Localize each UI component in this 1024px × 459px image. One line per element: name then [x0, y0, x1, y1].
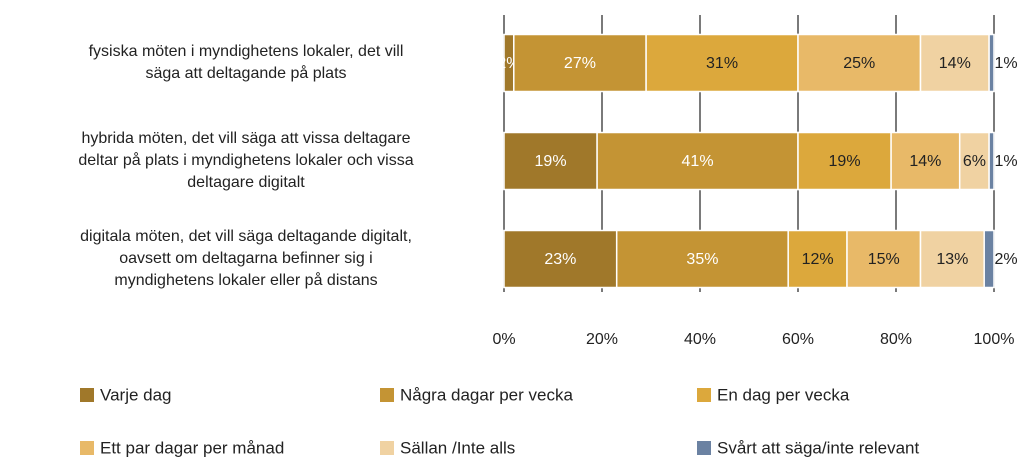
- legend-swatch: [697, 388, 711, 402]
- legend-label: Svårt att säga/inte relevant: [717, 438, 920, 457]
- bar-segment: [988, 33, 995, 93]
- x-tick-label: 80%: [880, 331, 912, 348]
- bar-segment: [615, 229, 789, 289]
- data-label: 23%: [544, 251, 576, 268]
- legend-label: Ett par dagar per månad: [100, 438, 284, 457]
- data-label: 27%: [564, 55, 596, 72]
- category-label: digitala möten, det vill säga deltagande…: [80, 228, 412, 289]
- bar-segment: [797, 131, 892, 191]
- bar-segment: [988, 131, 995, 191]
- data-label: 14%: [939, 55, 971, 72]
- legend-label: Sällan /Inte alls: [400, 438, 515, 457]
- category-label: hybrida möten, det vill säga att vissa d…: [78, 130, 414, 191]
- legend-swatch: [80, 388, 94, 402]
- x-tick-label: 100%: [974, 331, 1015, 348]
- bar-segment: [983, 229, 995, 289]
- x-tick-label: 40%: [684, 331, 716, 348]
- bar-segment: [958, 131, 990, 191]
- data-label: 25%: [843, 55, 875, 72]
- x-tick-label: 20%: [586, 331, 618, 348]
- bar-segment: [846, 229, 922, 289]
- data-label: 41%: [682, 153, 714, 170]
- x-tick-label: 60%: [782, 331, 814, 348]
- bar-segment: [919, 229, 985, 289]
- data-label: 15%: [868, 251, 900, 268]
- legend-label: Varje dag: [100, 385, 172, 404]
- data-label: 35%: [686, 251, 718, 268]
- x-tick-label: 0%: [492, 331, 515, 348]
- data-label: 13%: [936, 251, 968, 268]
- legend-swatch: [80, 441, 94, 455]
- data-label: 31%: [706, 55, 738, 72]
- legend-swatch: [380, 441, 394, 455]
- data-label: 19%: [829, 153, 861, 170]
- data-label: 6%: [963, 153, 986, 170]
- data-label: 12%: [802, 251, 834, 268]
- data-label: 1%: [994, 55, 1017, 72]
- data-label: 19%: [535, 153, 567, 170]
- legend-swatch: [380, 388, 394, 402]
- legend-label: En dag per vecka: [717, 385, 850, 404]
- legend-swatch: [697, 441, 711, 455]
- bar-segment: [503, 131, 598, 191]
- data-label: 14%: [909, 153, 941, 170]
- data-label: 1%: [994, 153, 1017, 170]
- legend-label: Några dagar per vecka: [400, 385, 573, 404]
- data-label: 2%: [994, 251, 1017, 268]
- category-label: fysiska möten i myndighetens lokaler, de…: [88, 43, 404, 82]
